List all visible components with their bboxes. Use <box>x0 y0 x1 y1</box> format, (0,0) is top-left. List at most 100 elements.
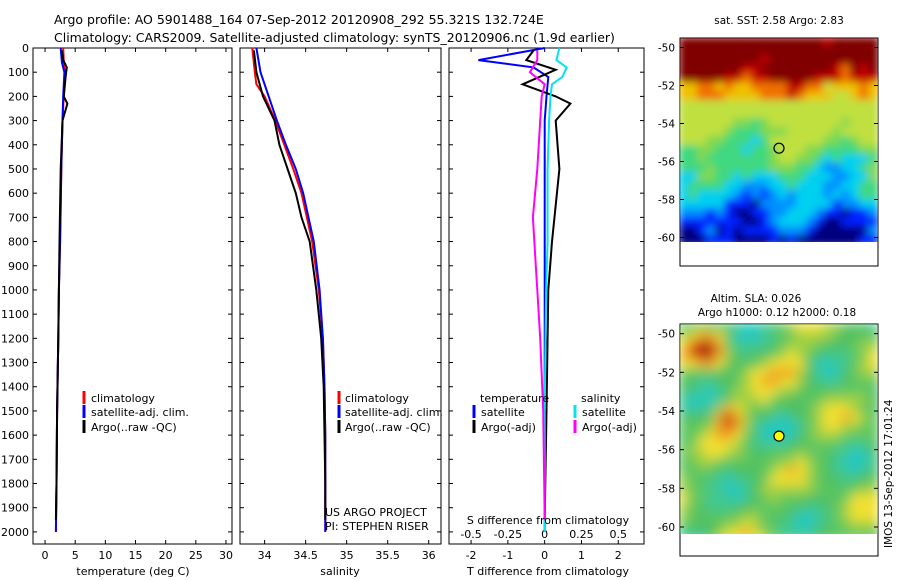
field-cell <box>868 485 878 496</box>
field-cell <box>688 38 699 48</box>
field-cell <box>769 512 780 523</box>
field-cell <box>742 163 753 174</box>
field-cell <box>823 476 834 487</box>
t-difference-label: T difference from climatology <box>466 565 629 578</box>
field-cell <box>868 127 878 138</box>
field-cell <box>688 413 699 424</box>
y-tick-label: 600 <box>8 187 29 200</box>
field-cell <box>724 485 735 496</box>
field-cell <box>706 154 717 165</box>
field-cell <box>697 136 708 147</box>
field-cell <box>751 190 762 201</box>
field-cell <box>706 100 717 111</box>
field-cell <box>697 235 708 242</box>
field-cell <box>724 46 735 57</box>
field-cell <box>787 324 798 334</box>
field-cell <box>769 494 780 505</box>
field-cell <box>733 530 744 534</box>
field-cell <box>868 172 878 183</box>
field-cell <box>715 494 726 505</box>
field-cell <box>724 55 735 66</box>
field-cell <box>832 494 843 505</box>
field-cell <box>680 431 690 442</box>
field-cell <box>814 521 825 532</box>
field-cell <box>688 181 699 192</box>
field-cell <box>796 368 807 379</box>
legend-label-argo: Argo(..raw -QC) <box>91 421 177 434</box>
field-cell <box>697 422 708 433</box>
field-cell <box>680 503 690 514</box>
field-cell <box>733 226 744 237</box>
field-cell <box>688 109 699 120</box>
field-cell <box>859 494 870 505</box>
field-cell <box>751 476 762 487</box>
field-cell <box>680 172 690 183</box>
field-cell <box>697 332 708 343</box>
field-cell <box>706 172 717 183</box>
field-cell <box>760 46 771 57</box>
field-cell <box>814 100 825 111</box>
field-cell <box>832 503 843 514</box>
field-cell <box>706 341 717 352</box>
field-cell <box>769 163 780 174</box>
y-tick-label: 900 <box>8 260 29 273</box>
field-cell <box>680 359 690 370</box>
field-cell <box>823 235 834 242</box>
field-cell <box>787 55 798 66</box>
field-cell <box>841 64 852 75</box>
field-cell <box>724 422 735 433</box>
y-tick-label: -50 <box>658 43 675 55</box>
y-tick-label: 2000 <box>1 526 29 539</box>
temperature-legend: climatology satellite-adj. clim. Argo(..… <box>82 391 189 434</box>
field-cell <box>778 332 789 343</box>
x-tick-label: 130 <box>739 0 759 3</box>
field-cell <box>680 368 690 379</box>
field-cell <box>751 449 762 460</box>
field-cell <box>760 359 771 370</box>
field-cell <box>796 324 807 334</box>
field-cell <box>859 440 870 451</box>
field-cell <box>769 38 780 48</box>
field-cell <box>859 350 870 361</box>
field-cell <box>742 440 753 451</box>
field-cell <box>823 503 834 514</box>
field-cell <box>796 118 807 129</box>
field-cell <box>742 208 753 219</box>
field-cell <box>688 127 699 138</box>
field-cell <box>706 422 717 433</box>
field-cell <box>859 521 870 532</box>
field-cell <box>760 82 771 93</box>
field-cell <box>751 368 762 379</box>
field-cell <box>724 467 735 478</box>
field-cell <box>850 100 861 111</box>
field-cell <box>832 377 843 388</box>
x-tick-label: 20 <box>159 549 173 562</box>
field-cell <box>715 422 726 433</box>
y-tick-label: -58 <box>658 195 675 207</box>
field-cell <box>805 136 816 147</box>
field-cell <box>688 440 699 451</box>
field-cell <box>688 377 699 388</box>
field-cell <box>742 118 753 129</box>
field-cell <box>715 413 726 424</box>
field-cell <box>796 73 807 84</box>
field-cell <box>859 145 870 156</box>
field-cell <box>796 109 807 120</box>
field-cell <box>680 208 690 219</box>
field-cell <box>733 181 744 192</box>
field-cell <box>850 73 861 84</box>
field-cell <box>787 440 798 451</box>
field-cell <box>823 109 834 120</box>
field-cell <box>688 395 699 406</box>
y-tick-label: -60 <box>658 522 675 534</box>
field-cell <box>814 235 825 242</box>
field-cell <box>724 181 735 192</box>
x2-tick-label: 0.25 <box>569 528 594 541</box>
field-cell <box>823 118 834 129</box>
salinity-xlabel: salinity <box>320 565 360 578</box>
field-cell <box>868 512 878 523</box>
field-cell <box>859 395 870 406</box>
field-cell <box>680 467 690 478</box>
field-cell <box>823 208 834 219</box>
y-tick-label: -50 <box>658 329 675 341</box>
